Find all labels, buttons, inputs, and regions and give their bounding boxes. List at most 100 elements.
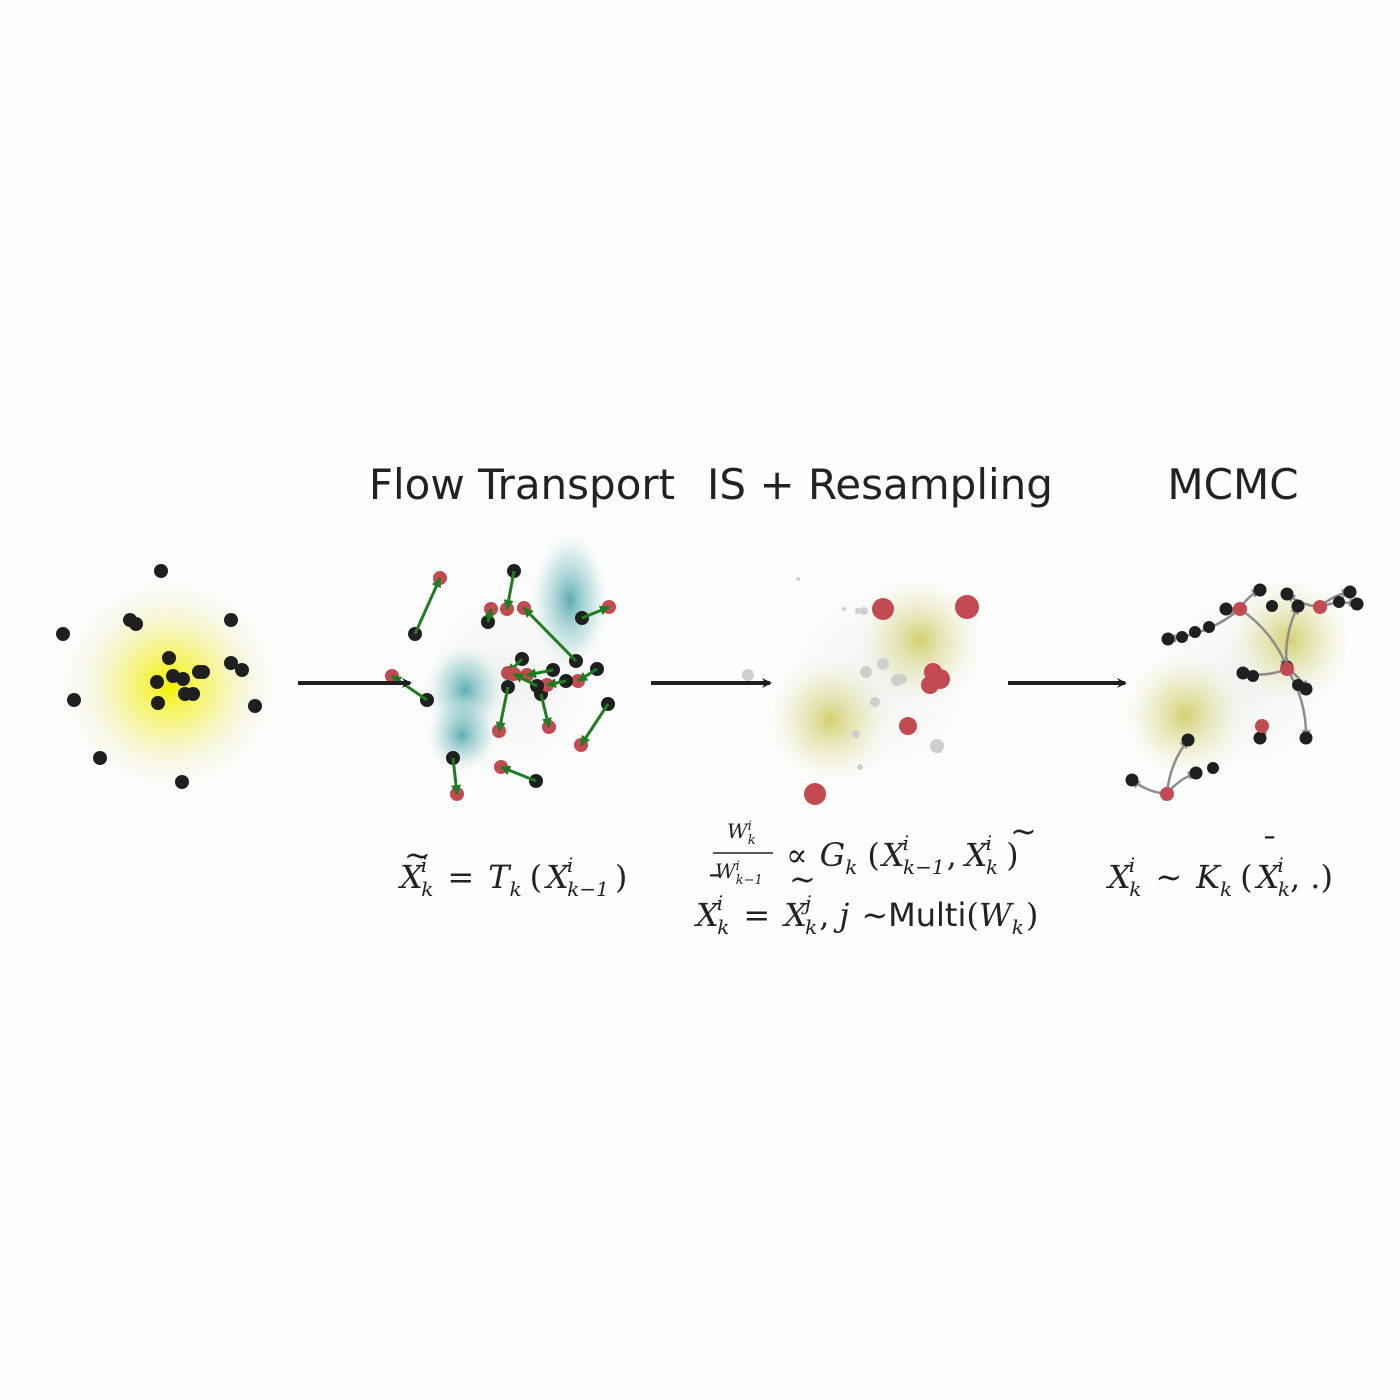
equation-flow: Xi k = Tk(Xi k−1) ~ <box>397 836 627 901</box>
title-is-resampling: IS + Resampling <box>707 460 1053 509</box>
yellow-density <box>50 570 290 800</box>
olive-density-lower <box>760 650 900 790</box>
particle <box>150 675 164 689</box>
mcmc-particle <box>1350 597 1364 611</box>
bar-accent: ¯ <box>704 868 720 906</box>
mcmc-particle <box>1176 631 1188 643</box>
teal-density-low <box>424 695 500 775</box>
particle <box>129 617 143 631</box>
haze-flow <box>360 510 660 850</box>
particle <box>224 613 238 627</box>
particle <box>56 627 70 641</box>
particle <box>186 687 200 701</box>
flow-arrow <box>522 606 578 663</box>
flow-arrow <box>500 765 537 783</box>
panel-flow <box>360 510 660 850</box>
mcmc-particle <box>1219 602 1233 616</box>
particle <box>235 663 249 677</box>
title-flow-transport: Flow Transport <box>369 460 675 509</box>
flow-arrow <box>413 577 442 635</box>
particle <box>224 656 238 670</box>
mcmc-particle <box>1333 596 1345 608</box>
mcmc-particle <box>1189 766 1203 780</box>
low-weight-particle <box>860 607 868 615</box>
flow-arrow <box>495 686 510 732</box>
mcmc-particle <box>1266 600 1278 612</box>
resampled-particle <box>804 783 826 805</box>
mcmc-walks <box>1125 583 1364 801</box>
bar-accent: ¯ <box>1259 830 1275 868</box>
low-weight-particle <box>930 739 944 753</box>
flow-arrow <box>546 678 567 689</box>
mcmc-particle <box>1161 632 1175 646</box>
particle <box>162 651 176 665</box>
mcmc-particle <box>1125 773 1139 787</box>
resampled-particle <box>872 598 894 620</box>
chain-start-particle <box>1233 602 1247 616</box>
mcmc-particle <box>1292 679 1304 691</box>
flow-arrow <box>526 668 554 679</box>
particle <box>175 775 189 789</box>
svg-text:Wik−1: Wi k−1 <box>715 859 763 888</box>
flow-arrow <box>579 703 610 746</box>
low-weight-particle <box>877 658 889 670</box>
olive-density-lower <box>1115 645 1255 785</box>
svg-text:∝Gk(Xik−1,Xik): ∝ Gk (Xi k−1, Xi k) <box>786 831 1019 879</box>
particle <box>93 751 107 765</box>
low-weight-particle <box>796 577 800 581</box>
particle <box>196 665 210 679</box>
flow-arrow <box>484 608 494 623</box>
svg-text:Xik∼Kk(Xik, .): Xi k ∼ Kk(Xi k, .) <box>1105 853 1333 901</box>
particle <box>176 672 190 686</box>
mcmc-particle <box>1291 599 1305 613</box>
panel-mcmc <box>1095 515 1395 845</box>
particle <box>248 699 262 713</box>
resampled-particle <box>921 676 939 694</box>
tilde-accent: ~ <box>789 860 816 898</box>
chain-start-particle <box>1160 787 1174 801</box>
particle <box>154 564 168 578</box>
chain-start-particle <box>1255 719 1269 733</box>
mcmc-particle <box>1207 762 1219 774</box>
mcmc-particle <box>1189 626 1201 638</box>
low-weight-particle <box>855 608 861 614</box>
weighted-particles <box>742 577 979 805</box>
resampled-particle <box>899 717 917 735</box>
mcmc-particle <box>1181 733 1195 747</box>
flow-arrow <box>451 757 461 795</box>
flow-arrow <box>503 570 516 610</box>
svg-text:Wik: Wi k <box>727 819 756 848</box>
panel-initial <box>0 510 330 850</box>
flow-arrow <box>513 672 538 688</box>
svg-text:Xik=Xjk,j∼Multi(Wk): Xi k = Xj k, j ∼Multi(Wk) <box>693 891 1038 939</box>
chain-start-particle <box>1280 662 1294 676</box>
mcmc-particle <box>1253 731 1267 745</box>
low-weight-particle <box>870 697 880 707</box>
mcmc-particle <box>1203 621 1215 633</box>
flow-arrow <box>577 667 598 683</box>
flow-arrows <box>385 564 616 801</box>
mcmc-particle <box>1247 670 1259 682</box>
mcmc-particle <box>1343 585 1357 599</box>
mcmc-particle <box>1236 666 1250 680</box>
mcmc-particle <box>1299 731 1313 745</box>
particle <box>151 696 165 710</box>
chain-start-particle <box>1313 600 1327 614</box>
resampled-particle <box>955 595 979 619</box>
low-weight-particle <box>860 666 872 678</box>
initial-particles <box>56 564 262 789</box>
mcmc-particle <box>1280 587 1294 601</box>
equation-mcmc: Xi k ∼ Kk(Xi k, .) ¯ <box>1105 830 1333 901</box>
low-weight-particle <box>842 607 846 611</box>
eq-symbol: X <box>397 858 424 896</box>
flow-arrow <box>391 674 428 702</box>
tilde-accent: ~ <box>404 836 431 874</box>
equation-is: Wi k Wi k−1 ∝ Gk (Xi k−1, Xi k) Xi k = Xj k, j ∼Multi… <box>693 812 1038 939</box>
low-weight-particle <box>897 674 907 684</box>
title-mcmc: MCMC <box>1167 460 1298 509</box>
low-weight-particle <box>742 669 754 681</box>
tilde-accent: ~ <box>1010 812 1037 850</box>
low-weight-particle <box>857 764 863 770</box>
flow-arrow <box>539 693 552 728</box>
teal-density-top <box>528 525 612 675</box>
